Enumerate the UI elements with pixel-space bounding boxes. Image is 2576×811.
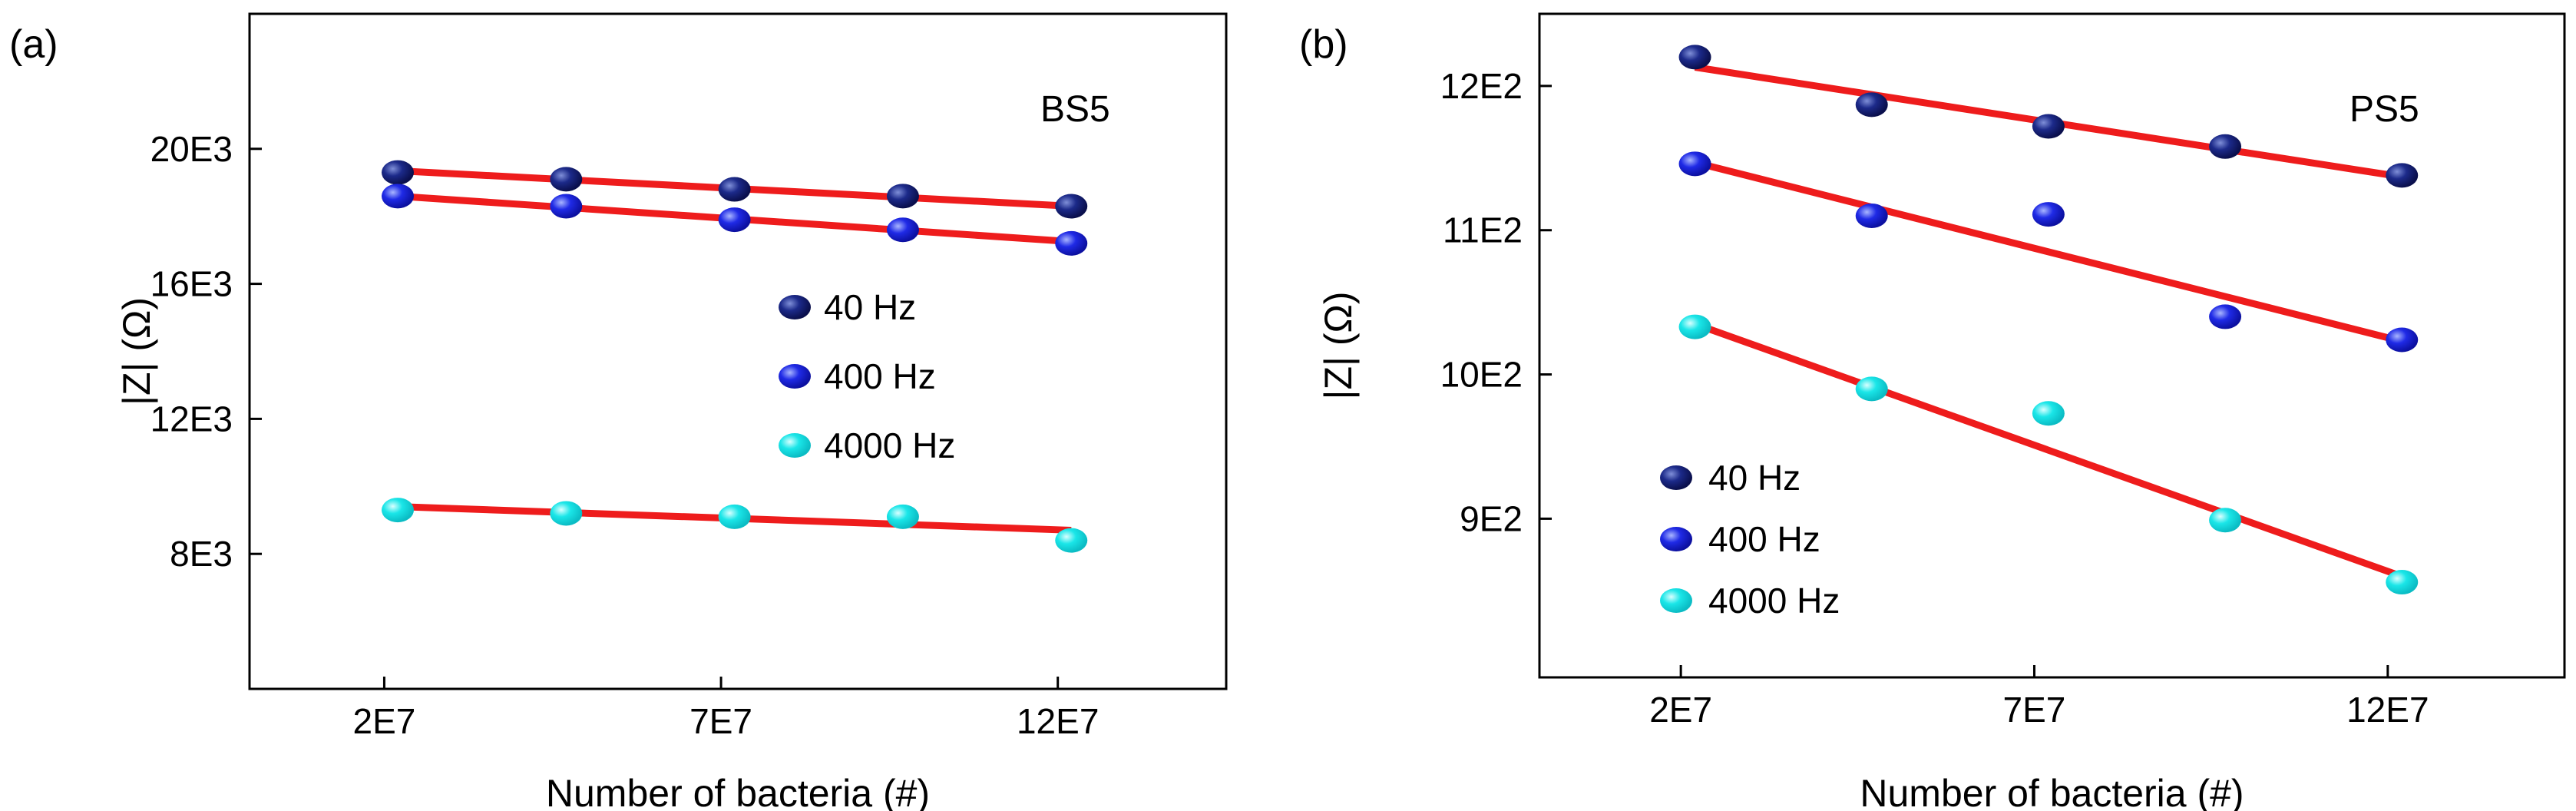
legend-marker-40-hz [779, 295, 811, 319]
data-point-400-hz [2386, 327, 2419, 353]
data-point-4000-hz [2209, 508, 2242, 533]
data-point-4000-hz [1855, 376, 1888, 402]
y-tick-label: 20E3 [150, 129, 233, 169]
data-point-400-hz [886, 217, 919, 243]
data-point-4000-hz [2386, 570, 2419, 595]
data-point-40-hz [381, 160, 414, 185]
fit-line-400-hz [1694, 159, 2403, 345]
data-point-400-hz [550, 194, 583, 219]
y-tick-label: 9E2 [1460, 498, 1523, 538]
legend-marker-400-hz [779, 364, 811, 389]
plot-frame [1538, 12, 2566, 679]
y-tick-label: 11E2 [1443, 210, 1523, 250]
legend-marker-40-hz [1660, 465, 1692, 490]
x-tick-label: 2E7 [353, 701, 416, 741]
data-point-4000-hz [1055, 528, 1088, 553]
y-tick-label: 10E2 [1440, 355, 1523, 395]
data-point-40-hz [2209, 134, 2242, 159]
fit-line-4000-hz [1694, 320, 2403, 580]
data-point-400-hz [718, 207, 751, 233]
legend-label: 40 Hz [824, 287, 916, 327]
y-axis-label: |Z| (Ω) [115, 297, 158, 406]
data-point-40-hz [1678, 45, 1711, 70]
y-tick-label: 12E3 [150, 399, 233, 439]
data-point-40-hz [2386, 163, 2419, 188]
x-tick-label: 12E7 [2346, 690, 2429, 730]
y-tick-label: 16E3 [150, 264, 233, 304]
y-tick-label: 8E3 [170, 534, 233, 574]
plot-frame [248, 12, 1228, 690]
panel-annotation: PS5 [2349, 89, 2419, 130]
panel-label: (b) [1299, 22, 1348, 67]
data-point-40-hz [550, 167, 583, 192]
data-point-400-hz [1855, 203, 1888, 228]
x-tick-label: 7E7 [689, 701, 752, 741]
data-point-400-hz [381, 184, 414, 209]
legend-label: 400 Hz [824, 356, 936, 396]
data-point-40-hz [1055, 194, 1088, 219]
x-axis-label: Number of bacteria (#) [1860, 772, 2244, 811]
legend-label: 400 Hz [1708, 519, 1820, 559]
data-point-4000-hz [2032, 401, 2065, 426]
data-point-40-hz [886, 184, 919, 209]
legend-marker-4000-hz [779, 433, 811, 458]
legend-marker-400-hz [1660, 527, 1692, 551]
data-point-4000-hz [1678, 314, 1711, 339]
data-point-4000-hz [886, 504, 919, 529]
data-point-400-hz [2209, 304, 2242, 329]
data-point-400-hz [2032, 202, 2065, 227]
x-tick-label: 12E7 [1017, 701, 1099, 741]
data-point-4000-hz [550, 501, 583, 526]
legend-label: 40 Hz [1708, 458, 1801, 498]
data-point-40-hz [1855, 92, 1888, 118]
data-point-400-hz [1678, 151, 1711, 177]
data-point-4000-hz [718, 504, 751, 529]
x-axis-label: Number of bacteria (#) [546, 772, 930, 811]
legend-marker-4000-hz [1660, 588, 1692, 613]
y-axis-label: |Z| (Ω) [1317, 291, 1360, 399]
x-tick-label: 7E7 [2003, 690, 2066, 730]
legend-label: 4000 Hz [824, 425, 955, 465]
legend-label: 4000 Hz [1708, 581, 1840, 621]
panel-label: (a) [9, 22, 58, 67]
y-tick-label: 12E2 [1440, 66, 1523, 106]
panel-a: 2E7 7E7 12E7 8E3 12E3 16E3 20E3 Number of bacte… [9, 12, 1228, 811]
data-point-40-hz [718, 177, 751, 202]
data-point-40-hz [2032, 114, 2065, 139]
panel-annotation: BS5 [1040, 89, 1110, 130]
panel-b: 2E7 7E7 12E7 9E2 10E2 11E2 12E2 Number of bacte… [1299, 12, 2566, 811]
data-point-400-hz [1055, 230, 1088, 256]
data-point-4000-hz [381, 498, 414, 523]
x-tick-label: 2E7 [1649, 690, 1712, 730]
